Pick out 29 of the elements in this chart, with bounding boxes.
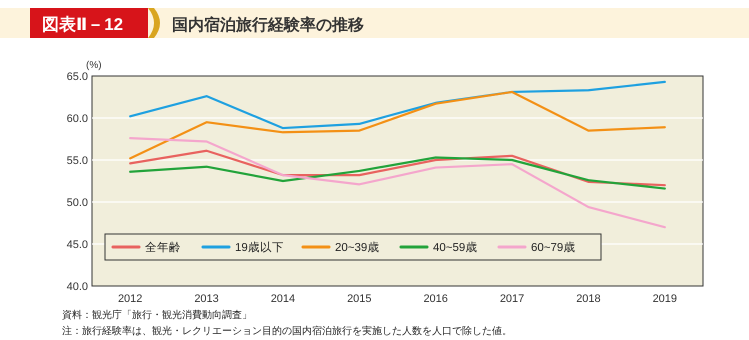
legend-label: 全年齢 [145,241,181,254]
x-tick-label: 2014 [270,293,296,305]
chart-title: 国内宿泊旅行経験率の推移 [172,15,364,34]
x-tick-label: 2018 [576,293,601,305]
y-tick-label: 55.0 [66,155,88,167]
text: 注：旅行経験率は、観光・レクリエーション目的の国内宿泊旅行を実施した人数を人口で除した値。 [62,325,512,337]
line-series [129,150,666,186]
text: 資料：観光庁「旅行・観光消費動向調査」 [62,309,252,321]
y-tick-label: 40.0 [66,281,88,293]
line-series [129,90,666,160]
legend-label: 60~79歳 [531,241,576,254]
x-tick-label: 2015 [347,293,372,305]
chart-subtitle: 図表Ⅱ－12 [42,15,124,34]
legend-label: 19歳以下 [235,241,284,254]
x-tick-label: 2016 [423,293,448,305]
x-tick-label: 2012 [118,293,142,305]
y-axis-title: (%) [86,60,102,71]
legend-label: 20~39歳 [335,241,380,254]
line-series [129,156,666,190]
y-tick-label: 45.0 [66,239,88,251]
y-tick-label: 50.0 [66,197,88,209]
x-tick-label: 2019 [652,293,678,305]
line-series [129,137,666,228]
y-tick-label: 60.0 [66,113,88,125]
line-series [129,80,666,130]
x-tick-label: 2013 [194,293,219,305]
x-tick-label: 2017 [500,293,524,305]
legend-label: 40~59歳 [433,241,478,254]
y-tick-label: 65.0 [66,71,88,83]
